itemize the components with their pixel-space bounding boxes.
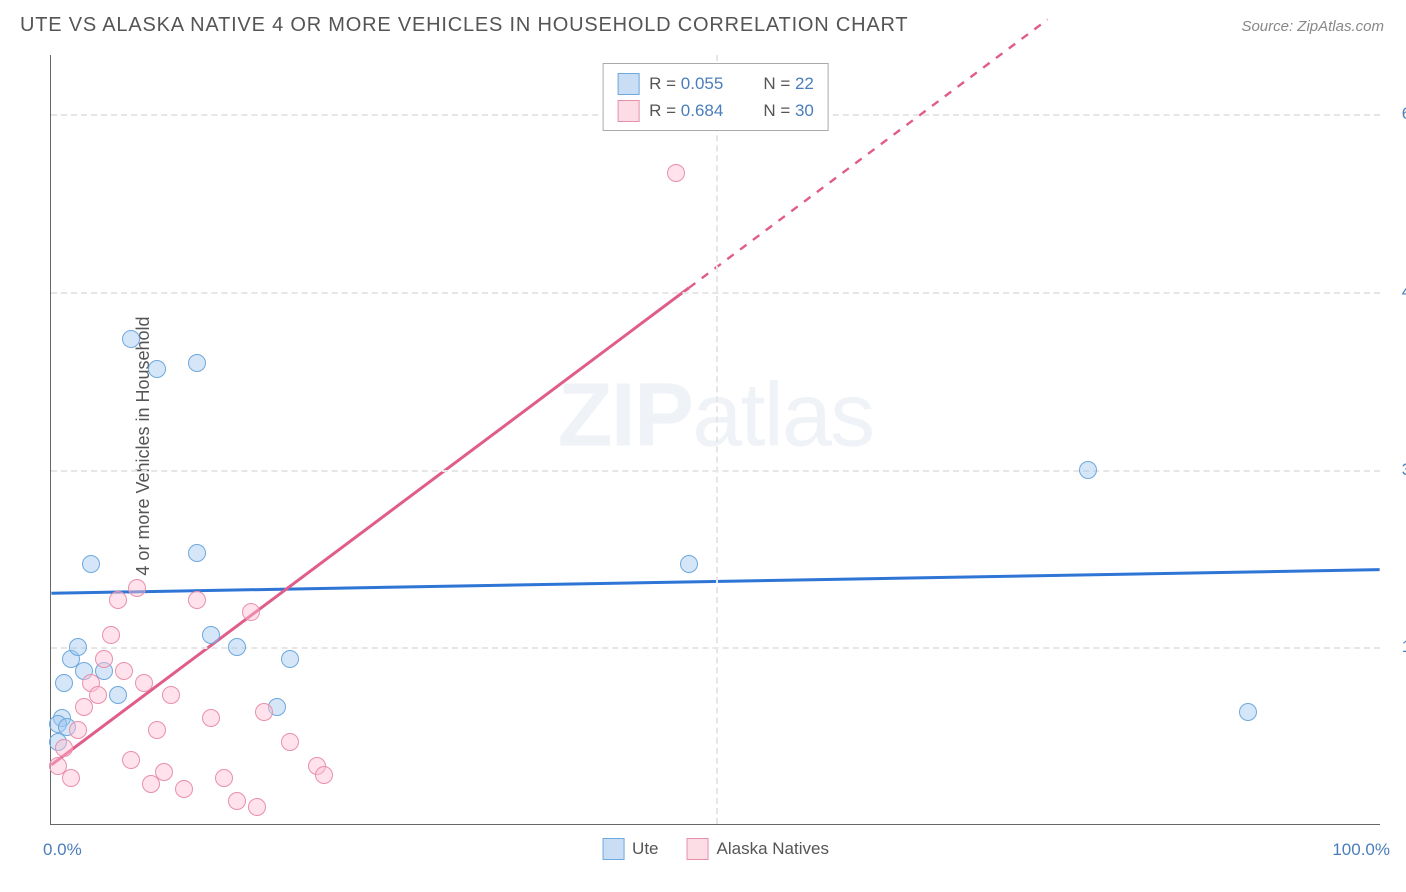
legend-label: Ute <box>632 839 658 859</box>
scatter-point <box>188 591 206 609</box>
legend-row: R = 0.055 N = 22 <box>617 70 814 97</box>
legend-r-label: R = 0.684 <box>649 97 723 124</box>
scatter-point <box>1239 703 1257 721</box>
legend-swatch <box>687 838 709 860</box>
x-tick-label: 0.0% <box>43 840 82 860</box>
scatter-point <box>188 354 206 372</box>
y-tick-label: 15.0% <box>1390 637 1406 657</box>
legend-item: Ute <box>602 838 658 860</box>
scatter-point <box>148 360 166 378</box>
scatter-point <box>55 674 73 692</box>
y-tick-label: 30.0% <box>1390 460 1406 480</box>
scatter-point <box>109 686 127 704</box>
scatter-point <box>315 766 333 784</box>
legend-item: Alaska Natives <box>687 838 829 860</box>
scatter-point <box>69 638 87 656</box>
scatter-point <box>82 555 100 573</box>
scatter-point <box>128 579 146 597</box>
scatter-point <box>55 739 73 757</box>
chart-title: UTE VS ALASKA NATIVE 4 OR MORE VEHICLES … <box>20 14 908 37</box>
trendline-dashed <box>689 20 1048 288</box>
scatter-point <box>680 555 698 573</box>
scatter-point <box>135 674 153 692</box>
trendline-solid <box>51 288 689 765</box>
x-tick-label: 100.0% <box>1332 840 1390 860</box>
scatter-point <box>281 650 299 668</box>
legend-label: Alaska Natives <box>717 839 829 859</box>
scatter-point <box>109 591 127 609</box>
y-tick-label: 60.0% <box>1390 104 1406 124</box>
scatter-point <box>69 721 87 739</box>
scatter-point <box>122 751 140 769</box>
legend-swatch <box>617 100 639 122</box>
legend-swatch <box>602 838 624 860</box>
scatter-point <box>155 763 173 781</box>
scatter-point <box>95 650 113 668</box>
scatter-point <box>667 164 685 182</box>
legend-row: R = 0.684 N = 30 <box>617 97 814 124</box>
scatter-point <box>115 662 133 680</box>
legend-r-label: R = 0.055 <box>649 70 723 97</box>
scatter-plot: ZIPatlas R = 0.055N = 22R = 0.684N = 30 … <box>50 55 1380 825</box>
scatter-point <box>202 709 220 727</box>
scatter-point <box>248 798 266 816</box>
scatter-point <box>162 686 180 704</box>
scatter-point <box>89 686 107 704</box>
scatter-point <box>255 703 273 721</box>
legend-n-label: N = 30 <box>763 97 814 124</box>
series-legend: Ute Alaska Natives <box>602 838 829 860</box>
legend-swatch <box>617 73 639 95</box>
scatter-point <box>215 769 233 787</box>
scatter-point <box>188 544 206 562</box>
scatter-point <box>202 626 220 644</box>
scatter-point <box>242 603 260 621</box>
scatter-point <box>102 626 120 644</box>
correlation-legend: R = 0.055 N = 22 R = 0.684 N = 30 <box>602 63 829 131</box>
legend-n-label: N = 22 <box>763 70 814 97</box>
scatter-point <box>62 769 80 787</box>
scatter-point <box>281 733 299 751</box>
scatter-point <box>148 721 166 739</box>
source-text: Source: ZipAtlas.com <box>1241 18 1384 35</box>
scatter-point <box>122 330 140 348</box>
y-tick-label: 45.0% <box>1390 282 1406 302</box>
scatter-point <box>228 792 246 810</box>
gridline-vertical <box>716 55 718 824</box>
scatter-point <box>175 780 193 798</box>
scatter-point <box>228 638 246 656</box>
scatter-point <box>1079 461 1097 479</box>
